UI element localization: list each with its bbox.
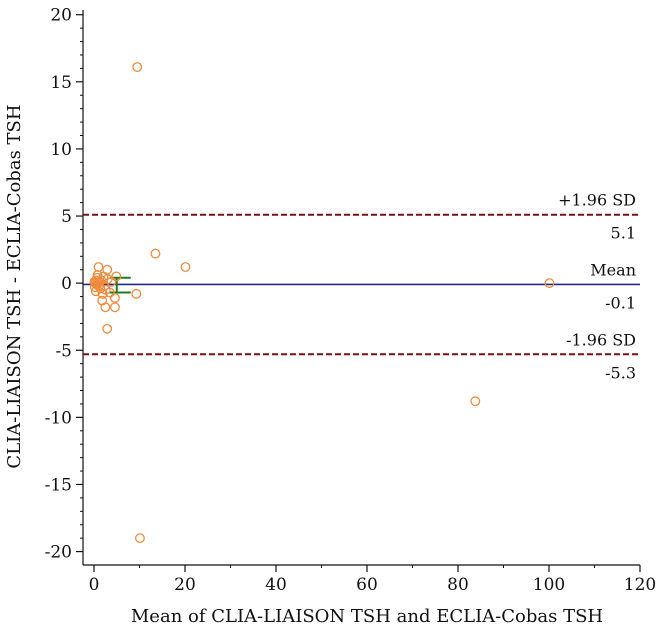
data-point: [106, 276, 117, 287]
data-point: [132, 62, 143, 73]
data-point: [89, 276, 100, 287]
data-point: [470, 396, 481, 407]
upper_loa-value: 5.1: [611, 224, 636, 243]
reference-lines: +1.96 SD 5.1 Mean -0.1 -1.96 SD -5.3: [83, 191, 640, 382]
data-point: [102, 323, 113, 334]
data-point: [109, 302, 120, 313]
x-tick-label: 80: [447, 575, 469, 595]
data-point: [150, 248, 161, 259]
data-point: [97, 295, 108, 306]
data-point: [131, 288, 142, 299]
y-tick-label: 0: [61, 274, 72, 294]
data-point: [109, 292, 120, 303]
x-tick-label: 60: [356, 575, 378, 595]
x-tick-label: 0: [89, 575, 100, 595]
lower_loa-label: -1.96 SD: [566, 330, 636, 349]
y-axis-title: CLIA-LIAISON TSH - ECLIA-Cobas TSH: [4, 104, 25, 468]
mean-label: Mean: [590, 260, 636, 279]
data-point: [180, 262, 191, 272]
data-point: [93, 262, 104, 272]
y-tick-label: 5: [61, 207, 72, 227]
data-point: [111, 271, 122, 282]
y-tick-label: 15: [50, 73, 72, 93]
upper_loa-label: +1.96 SD: [558, 191, 636, 210]
x-tick-label: 120: [624, 575, 656, 595]
y-tick-label: -20: [45, 543, 72, 563]
mean-value: -0.1: [605, 293, 636, 312]
x-axis-title: Mean of CLIA-LIAISON TSH and ECLIA-Cobas…: [131, 606, 603, 627]
axes: -20 -15 -10 -5 0 5 10 15 20 0 20 40 60 80 100 120: [45, 6, 657, 595]
y-tick-label: -5: [55, 341, 72, 361]
data-point: [135, 533, 145, 544]
x-tick-label: 100: [533, 575, 565, 595]
y-tick-label: -10: [45, 408, 72, 428]
data-points: [89, 62, 555, 544]
data-point: [89, 282, 100, 293]
data-point: [544, 278, 555, 289]
x-tick-label: 20: [174, 575, 196, 595]
lower_loa-value: -5.3: [605, 363, 636, 382]
x-tick-label: 40: [265, 575, 287, 595]
y-tick-label: 10: [50, 140, 72, 160]
y-tick-label: 20: [50, 6, 72, 26]
y-tick-label: -15: [45, 475, 72, 495]
